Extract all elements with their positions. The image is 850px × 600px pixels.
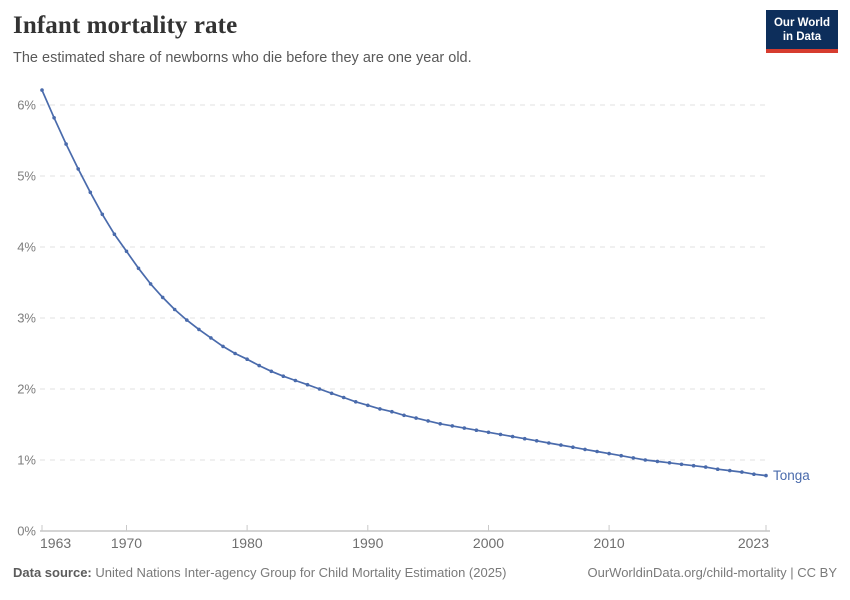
data-point[interactable] bbox=[474, 428, 479, 433]
data-point[interactable] bbox=[390, 409, 394, 414]
data-point[interactable] bbox=[209, 336, 213, 340]
data-point[interactable] bbox=[64, 142, 68, 146]
x-tick-label: 1970 bbox=[111, 535, 142, 551]
data-source: Data source: United Nations Inter-agency… bbox=[13, 565, 507, 580]
data-point[interactable] bbox=[378, 407, 382, 411]
owid-logo-line1: Our World bbox=[773, 17, 830, 29]
data-point[interactable] bbox=[52, 116, 56, 120]
owid-logo-line2: in Data bbox=[782, 31, 822, 44]
data-point[interactable] bbox=[498, 432, 503, 437]
data-point[interactable] bbox=[510, 434, 515, 439]
data-point[interactable] bbox=[341, 395, 346, 400]
series-end-label-tonga[interactable]: Tonga bbox=[773, 468, 810, 483]
data-point[interactable] bbox=[703, 465, 708, 469]
data-point[interactable] bbox=[402, 413, 406, 418]
x-tick-label: 1980 bbox=[232, 535, 263, 551]
data-point[interactable] bbox=[329, 391, 334, 396]
data-point[interactable] bbox=[40, 88, 44, 92]
y-tick-label: 3% bbox=[17, 311, 36, 326]
data-point[interactable] bbox=[450, 424, 455, 428]
data-point[interactable] bbox=[583, 447, 587, 452]
data-point[interactable] bbox=[160, 295, 165, 300]
data-point[interactable] bbox=[317, 387, 322, 391]
data-point[interactable] bbox=[112, 232, 117, 236]
data-point[interactable] bbox=[534, 439, 539, 443]
data-point[interactable] bbox=[366, 403, 370, 408]
data-point[interactable] bbox=[136, 266, 141, 271]
data-point[interactable] bbox=[426, 419, 430, 423]
data-point[interactable] bbox=[100, 212, 105, 217]
data-point[interactable] bbox=[353, 400, 358, 404]
data-point[interactable] bbox=[679, 462, 684, 467]
data-point[interactable] bbox=[752, 472, 756, 477]
data-point[interactable] bbox=[559, 443, 563, 447]
data-point[interactable] bbox=[655, 459, 660, 464]
y-tick-label: 5% bbox=[17, 169, 36, 184]
data-point[interactable] bbox=[197, 327, 201, 332]
data-point[interactable] bbox=[667, 461, 672, 465]
data-point[interactable] bbox=[643, 458, 648, 462]
data-point[interactable] bbox=[486, 430, 491, 435]
data-point[interactable] bbox=[522, 436, 527, 441]
data-point[interactable] bbox=[257, 363, 262, 368]
data-point[interactable] bbox=[462, 426, 467, 430]
data-point[interactable] bbox=[438, 422, 443, 426]
data-point[interactable] bbox=[740, 470, 744, 474]
data-point[interactable] bbox=[595, 449, 599, 454]
x-tick-label: 2010 bbox=[594, 535, 625, 551]
chart-footer: Data source: United Nations Inter-agency… bbox=[13, 565, 837, 580]
data-point[interactable] bbox=[124, 249, 129, 254]
data-source-label: Data source: bbox=[13, 565, 92, 580]
data-source-text[interactable]: United Nations Inter-agency Group for Ch… bbox=[91, 565, 507, 580]
y-tick-label: 0% bbox=[17, 524, 36, 539]
data-point[interactable] bbox=[547, 441, 551, 445]
x-tick-label: 2023 bbox=[738, 535, 769, 551]
data-point[interactable] bbox=[172, 307, 177, 312]
y-tick-label: 2% bbox=[17, 382, 36, 397]
data-point[interactable] bbox=[221, 344, 225, 349]
data-point[interactable] bbox=[715, 467, 720, 472]
data-point[interactable] bbox=[728, 468, 732, 473]
x-tick-label: 1990 bbox=[352, 535, 383, 551]
data-point[interactable] bbox=[607, 451, 611, 456]
data-point[interactable] bbox=[88, 190, 93, 195]
y-tick-label: 4% bbox=[17, 240, 36, 255]
x-tick-label: 1963 bbox=[40, 535, 71, 551]
chart-subtitle: The estimated share of newborns who die … bbox=[13, 50, 472, 66]
owid-logo[interactable]: Our World in Data bbox=[765, 10, 838, 53]
data-point[interactable] bbox=[281, 374, 286, 379]
data-point[interactable] bbox=[571, 445, 575, 450]
data-point[interactable] bbox=[691, 463, 696, 468]
data-point[interactable] bbox=[245, 357, 249, 362]
citation-link[interactable]: OurWorldinData.org/child-mortality | CC … bbox=[587, 565, 838, 580]
data-point[interactable] bbox=[185, 318, 189, 322]
data-point[interactable] bbox=[764, 473, 768, 478]
data-point[interactable] bbox=[619, 453, 623, 458]
y-tick-label: 6% bbox=[17, 98, 36, 113]
y-tick-label: 1% bbox=[17, 453, 36, 468]
data-point[interactable] bbox=[631, 456, 636, 460]
data-point[interactable] bbox=[414, 416, 418, 420]
data-point[interactable] bbox=[305, 382, 310, 387]
data-point[interactable] bbox=[293, 378, 298, 383]
x-tick-label: 2000 bbox=[473, 535, 504, 551]
data-point[interactable] bbox=[269, 369, 274, 374]
page-title: Infant mortality rate bbox=[13, 12, 238, 39]
data-point[interactable] bbox=[76, 167, 80, 171]
data-point[interactable] bbox=[233, 351, 237, 356]
data-point[interactable] bbox=[148, 282, 153, 286]
